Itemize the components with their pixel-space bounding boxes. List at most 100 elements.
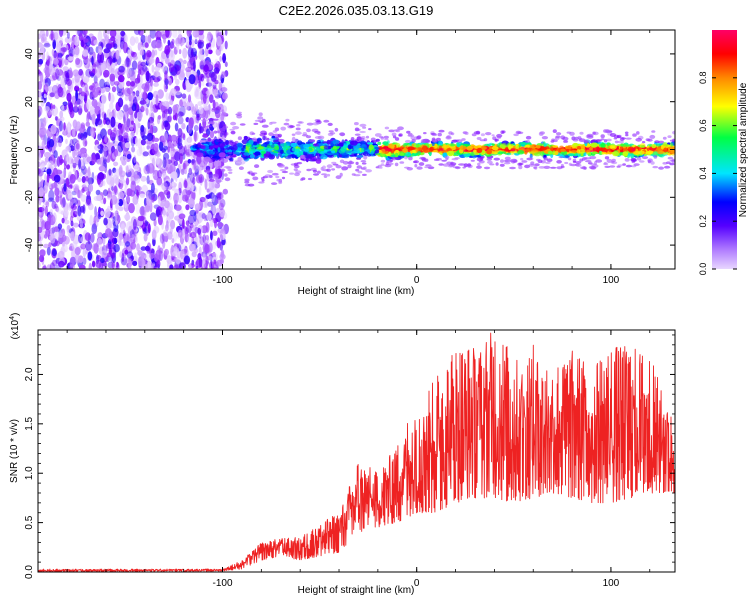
spectrogram-cell <box>102 265 106 269</box>
spectrogram-cell <box>133 155 137 164</box>
spectrogram-cell <box>54 116 58 121</box>
spectrogram-cell <box>185 204 190 211</box>
spectrogram-cell <box>139 100 147 105</box>
spectrogram-cell <box>137 256 144 267</box>
spectrogram-cell <box>365 169 372 173</box>
spectrogram-cell <box>554 136 560 140</box>
spectrogram-cell <box>157 169 162 179</box>
spectrogram-cell <box>86 191 91 196</box>
spectrogram-cell <box>189 40 192 46</box>
spectrogram-cell <box>88 262 92 269</box>
spectrogram-cell <box>655 143 662 147</box>
spectrogram-cell <box>194 165 200 175</box>
spectrogram-cell <box>194 248 199 254</box>
spectrogram-cell <box>210 230 213 241</box>
spectrogram-cell <box>65 138 68 145</box>
spectrogram-cell <box>38 105 43 117</box>
spectrogram-cell <box>181 93 187 99</box>
spectrogram-cell <box>132 227 138 238</box>
spectrogram-cell <box>375 138 380 142</box>
spectrogram-cell <box>187 159 192 164</box>
spectrogram-cell <box>81 156 86 162</box>
spectrogram-cell <box>97 232 101 239</box>
spectrogram-cell <box>456 142 460 146</box>
spectrogram-cell <box>90 126 94 137</box>
spectrogram-cell <box>167 146 170 153</box>
spectrogram-cell <box>144 253 151 261</box>
spectrogram-cell <box>536 144 541 149</box>
spectrogram-cell <box>88 46 94 56</box>
spectrogram-cell <box>295 146 299 149</box>
spectrogram-cell <box>272 139 279 143</box>
spectrogram-cell <box>87 177 94 185</box>
spectrogram-cell <box>41 196 46 203</box>
spectrogram-cell <box>355 168 360 172</box>
spectrogram-cell <box>362 173 367 176</box>
spectrogram-cell <box>225 132 229 136</box>
spectrogram-cell <box>83 38 89 43</box>
spectrogram-cell <box>283 142 287 148</box>
spectrogram-cell <box>125 125 130 133</box>
spectrogram-cell <box>135 90 140 97</box>
spectrogram-cell <box>140 175 147 182</box>
spectrogram-cell <box>205 194 211 200</box>
spectrogram-cell <box>85 241 93 251</box>
spectrogram-cell <box>200 74 205 82</box>
spectrogram-cell <box>51 105 59 117</box>
spectrogram-cell <box>169 99 174 106</box>
spectrogram-cell <box>363 151 369 157</box>
spectrogram-cell <box>77 132 84 139</box>
spectrogram-cell <box>570 150 578 153</box>
spectrogram-cell <box>219 234 224 241</box>
spectrogram-cell <box>109 111 113 117</box>
spectrogram-cell <box>119 39 124 50</box>
spectrogram-cell <box>187 214 195 225</box>
spectrogram-cell <box>204 243 211 254</box>
spectrogram-cell <box>153 137 160 142</box>
spectrogram-cell <box>48 227 56 234</box>
spectrogram-cell <box>111 86 117 93</box>
spectrogram-cell <box>108 168 112 176</box>
spectrogram-cell <box>40 127 47 136</box>
spectrogram-cell <box>100 102 105 112</box>
spectrogram-cell <box>199 196 206 203</box>
spectrogram-cell <box>135 202 141 215</box>
spectrogram-cell <box>86 99 91 110</box>
spectrogram-cell <box>174 151 181 162</box>
spectrogram-cell <box>500 143 508 149</box>
spectrogram-cell <box>625 137 632 140</box>
spectrogram-cell <box>64 104 67 111</box>
spectrogram-cell <box>182 47 188 59</box>
spectrogram-cell <box>217 147 221 153</box>
spectrogram-cell <box>196 152 204 158</box>
spectrogram-cell <box>202 65 210 75</box>
spectrogram-cell <box>39 197 43 203</box>
spectrogram-cell <box>52 212 57 223</box>
spectrogram-cell <box>124 57 131 68</box>
spectrogram-cell <box>126 56 130 67</box>
spectrogram-cell <box>404 139 412 143</box>
spectrogram-cell <box>328 130 334 133</box>
spectrogram-cell <box>213 67 220 74</box>
spectrogram-cell <box>199 139 207 143</box>
spectrogram-cell <box>119 241 126 246</box>
spectrogram-cell <box>69 173 76 184</box>
spectrogram-cell <box>116 235 123 243</box>
spectrogram-cell <box>43 243 50 249</box>
spectrogram-cell <box>199 160 206 168</box>
spectrogram-cell <box>159 141 164 152</box>
spectrogram-cell <box>90 232 95 243</box>
spectrogram-cell <box>209 219 214 228</box>
spectrogram-cell <box>147 265 153 269</box>
spectrogram-cell <box>74 101 78 112</box>
spectrogram-cell <box>123 235 127 244</box>
spectrogram-cell <box>97 237 103 247</box>
spectrogram-cell <box>443 143 447 149</box>
spectrogram-cell <box>149 30 156 39</box>
spectrogram-cell <box>57 75 61 81</box>
spectrogram-cell <box>155 208 161 218</box>
spectrogram-cell <box>459 145 467 151</box>
spectrogram-cell <box>193 172 197 178</box>
spectrogram-cell <box>268 132 274 137</box>
